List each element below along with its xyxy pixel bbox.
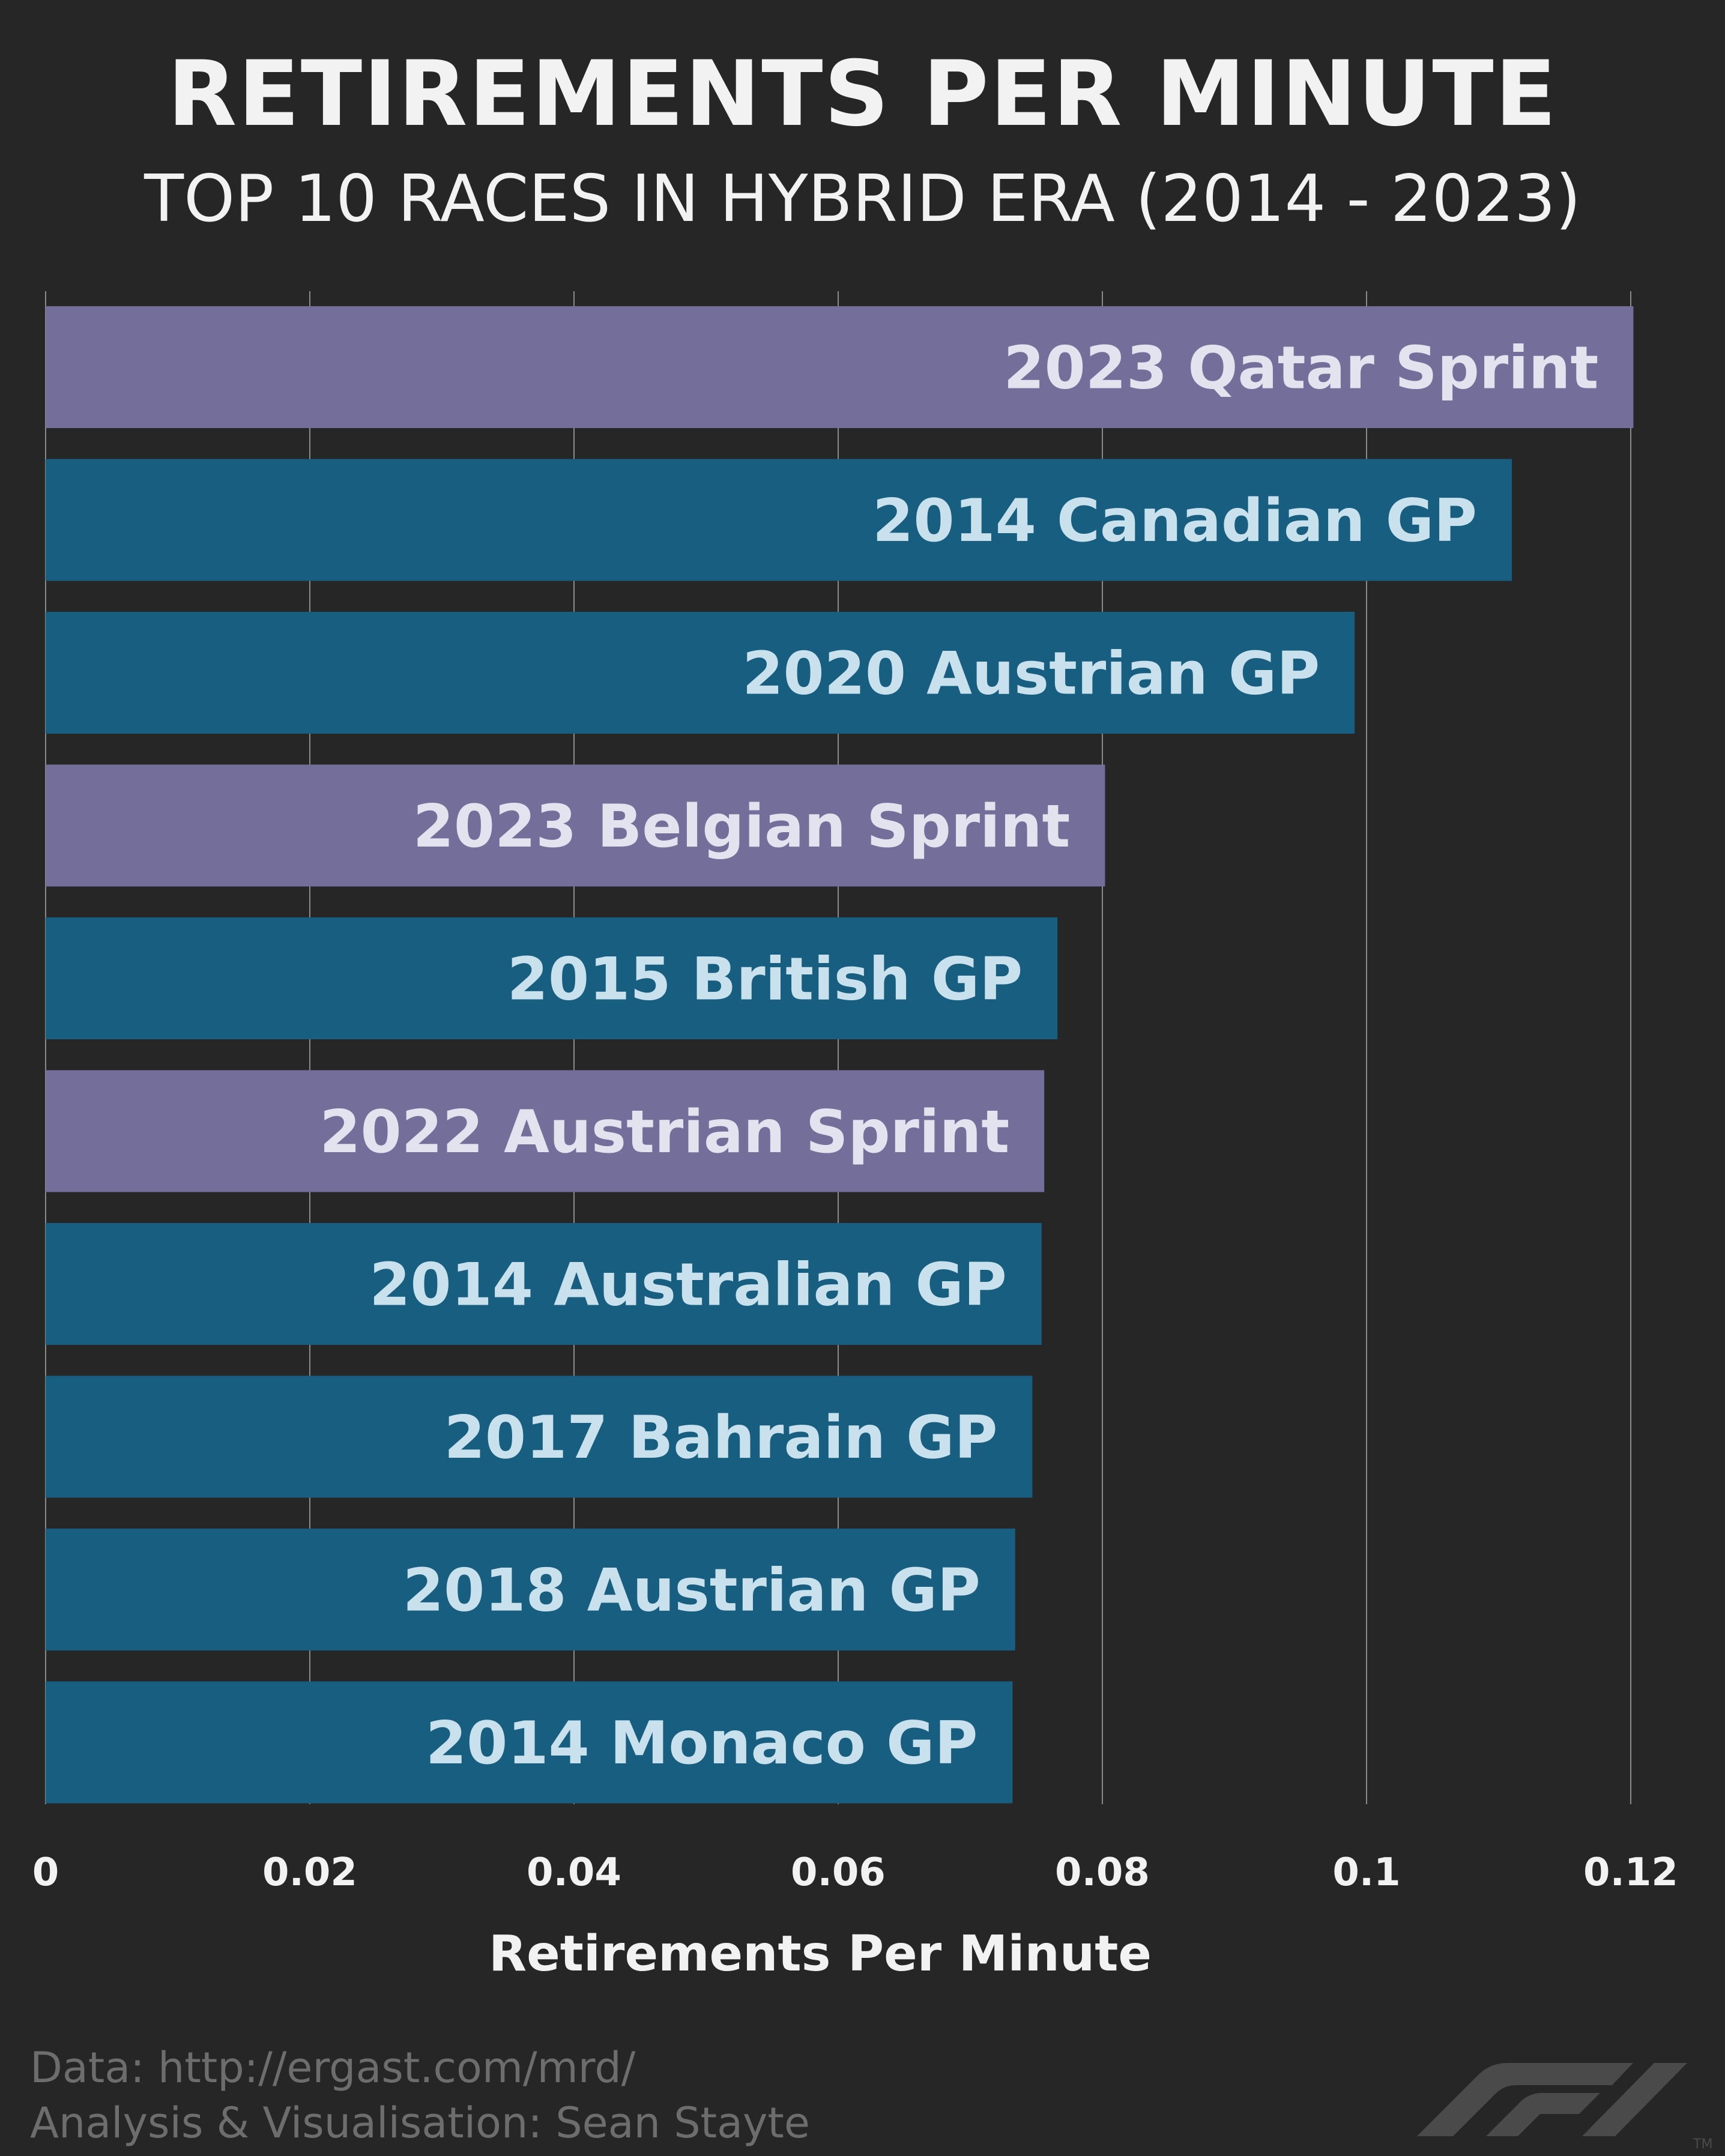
x-tick-label: 0.08 xyxy=(1055,1850,1150,1895)
bar xyxy=(46,764,1105,887)
bar-labels: 2023 Qatar Sprint 2014 Canadian GP 2020 Au… xyxy=(319,334,1598,1778)
bar-label: 2015 British GP xyxy=(507,946,1023,1014)
x-tick-label: 0.04 xyxy=(527,1850,621,1895)
bar-label: 2018 Austrian GP xyxy=(403,1557,980,1625)
x-axis-title: Retirements Per Minute xyxy=(489,1925,1152,1982)
bar xyxy=(46,1223,1042,1345)
f1-logo-mark: TM xyxy=(1693,2137,1712,2151)
chart-subtitle: TOP 10 RACES IN HYBRID ERA (2014 - 2023) xyxy=(144,162,1581,237)
bar-label: 2020 Austrian GP xyxy=(742,640,1320,708)
bar-label: 2017 Bahrain GP xyxy=(444,1404,998,1472)
bar-label: 2014 Australian GP xyxy=(369,1251,1007,1320)
bar xyxy=(46,1070,1045,1192)
bar-chart: 2023 Qatar Sprint 2014 Canadian GP 2020 Au… xyxy=(32,291,1678,1982)
author-credit: Analysis & Visualisation: Sean Stayte xyxy=(30,2098,810,2148)
x-tick-label: 0.12 xyxy=(1583,1850,1678,1895)
bar xyxy=(46,1681,1013,1804)
bar-label: 2023 Belgian Sprint xyxy=(413,793,1071,861)
bar xyxy=(46,1529,1015,1650)
bar-label: 2014 Canadian GP xyxy=(872,487,1477,555)
bar-label: 2014 Monaco GP xyxy=(426,1709,977,1778)
bar xyxy=(46,459,1512,581)
x-tick-label: 0.06 xyxy=(791,1850,886,1895)
bars xyxy=(46,306,1634,1804)
bar xyxy=(46,917,1058,1039)
x-tick-label: 0.1 xyxy=(1332,1850,1400,1895)
bar xyxy=(46,306,1634,428)
bar-label: 2023 Qatar Sprint xyxy=(1003,334,1598,403)
bar xyxy=(46,1375,1033,1498)
x-tick-label: 0 xyxy=(32,1850,59,1895)
x-tick-label: 0.02 xyxy=(262,1850,357,1895)
chart-title: RETIREMENTS PER MINUTE xyxy=(167,42,1558,146)
data-source: Data: http://ergast.com/mrd/ xyxy=(30,2043,636,2092)
f1-logo-icon: TM xyxy=(1417,2063,1712,2151)
bar xyxy=(46,612,1355,734)
bar-label: 2022 Austrian Sprint xyxy=(319,1098,1009,1167)
credits: Data: http://ergast.com/mrd/ Analysis & … xyxy=(30,2040,810,2151)
x-axis-ticks: 0 0.02 0.04 0.06 0.08 0.1 0.12 xyxy=(32,1850,1678,1895)
